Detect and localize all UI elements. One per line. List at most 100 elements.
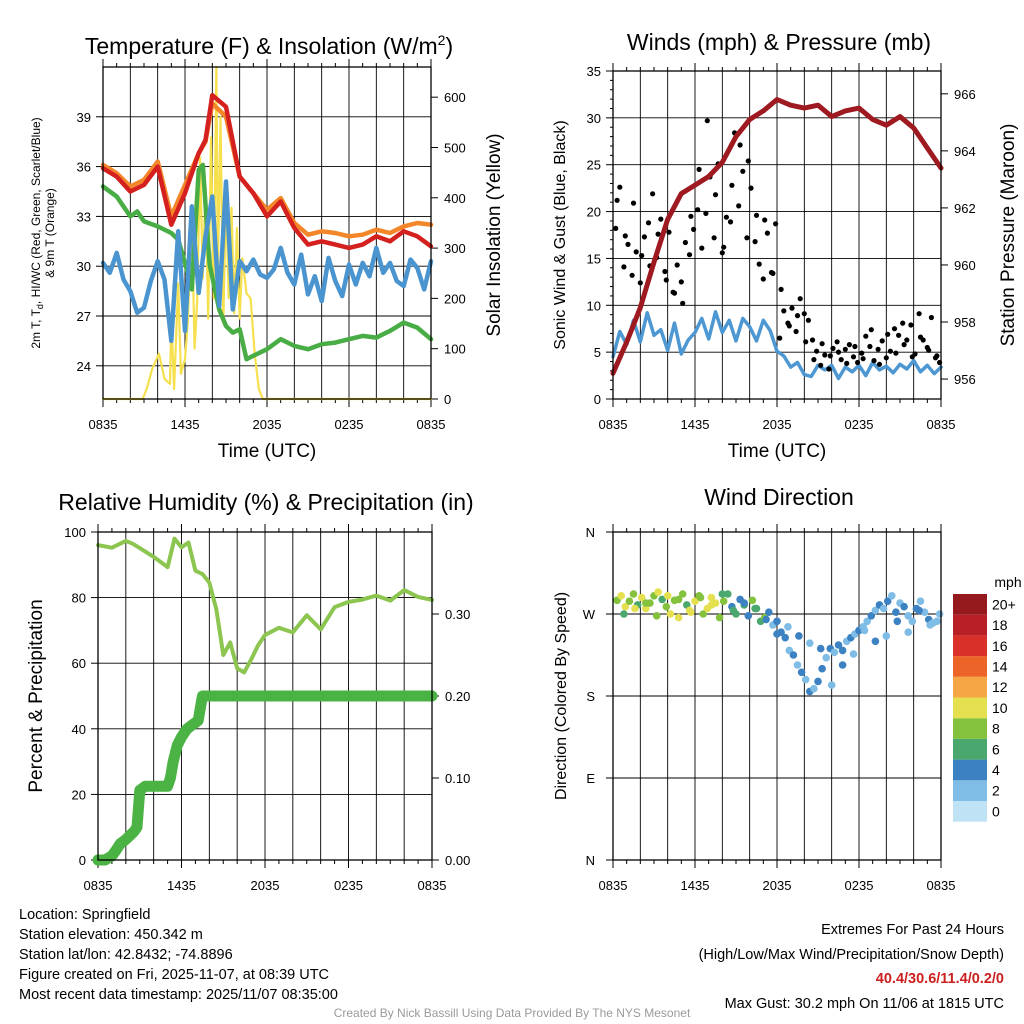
gust-point bbox=[641, 234, 648, 240]
y-tick-label-right: 0.10 bbox=[445, 771, 470, 786]
direction-point bbox=[663, 592, 672, 600]
y-tick-label-left: W bbox=[583, 607, 596, 622]
gust-point bbox=[764, 230, 771, 236]
y-tick-label-right: 956 bbox=[954, 372, 976, 387]
direction-point bbox=[879, 604, 888, 613]
gust-point bbox=[900, 320, 906, 326]
direction-point bbox=[642, 604, 650, 613]
direction-point bbox=[748, 596, 757, 605]
station-info: Location: Springfield Station elevation:… bbox=[19, 905, 338, 1005]
direction-point bbox=[654, 588, 662, 596]
direction-point bbox=[849, 650, 858, 658]
plot-frame bbox=[612, 70, 942, 400]
x-tick-label: 2035 bbox=[251, 878, 280, 893]
direction-point bbox=[926, 621, 934, 629]
y-tick-label-right: 0.30 bbox=[445, 607, 470, 622]
title-superscript: 2 bbox=[438, 32, 446, 48]
extremes-title: Extremes For Past 24 Hours bbox=[821, 922, 1004, 938]
ylabel-line2: & 9m T (Orange) bbox=[43, 188, 57, 278]
gust-point bbox=[691, 226, 697, 232]
y-tick-label-left: 40 bbox=[72, 722, 86, 737]
legend-label: 12 bbox=[992, 679, 1008, 695]
gust-point bbox=[696, 166, 702, 172]
y-tick-label-left: S bbox=[586, 689, 595, 704]
legend-label: 20+ bbox=[992, 596, 1016, 612]
direction-point bbox=[620, 610, 628, 618]
direction-point bbox=[707, 601, 716, 609]
gust-point bbox=[745, 158, 751, 164]
rh-line bbox=[96, 536, 434, 675]
precip-line bbox=[92, 690, 438, 866]
gust-point bbox=[883, 355, 889, 361]
gust-point bbox=[826, 366, 832, 372]
gust-point bbox=[830, 345, 836, 351]
gust-point bbox=[867, 343, 873, 350]
gust-point bbox=[680, 300, 686, 306]
direction-point bbox=[685, 606, 694, 615]
gust-point bbox=[723, 214, 730, 220]
direction-point bbox=[789, 651, 798, 659]
gust-point bbox=[855, 359, 861, 366]
gust-point bbox=[863, 333, 869, 339]
extremes-legend: (High/Low/Max Wind/Precipitation/Snow De… bbox=[698, 946, 1004, 963]
legend-swatch bbox=[953, 738, 987, 760]
gust-point bbox=[811, 357, 817, 363]
gust-point bbox=[797, 296, 803, 302]
direction-point bbox=[637, 593, 646, 602]
direction-point bbox=[674, 595, 683, 604]
direction-point bbox=[818, 664, 826, 673]
ylabel-part: , HI/WC (Red, Green, Scarlet/Blue) bbox=[29, 117, 43, 304]
gust-point bbox=[917, 334, 924, 340]
y-tick-label-right: 100 bbox=[444, 342, 466, 357]
y-tick-label-left: 20 bbox=[72, 787, 86, 802]
legend-label: 8 bbox=[992, 721, 1000, 737]
gust-point bbox=[760, 276, 766, 282]
y-tick-label-left: 39 bbox=[77, 110, 91, 125]
gust-point bbox=[744, 235, 750, 241]
gust-point bbox=[819, 341, 825, 347]
gust-point bbox=[875, 346, 881, 352]
gust-point bbox=[712, 192, 719, 198]
gust-point bbox=[748, 185, 754, 191]
direction-point bbox=[719, 597, 728, 605]
direction-point bbox=[834, 641, 843, 649]
gust-point bbox=[860, 356, 866, 362]
direction-point bbox=[751, 604, 759, 613]
chart-title: Temperature (F) & Insolation (W/m2) bbox=[85, 32, 453, 59]
direction-point bbox=[883, 597, 892, 605]
direction-point bbox=[629, 590, 638, 598]
plot-frame bbox=[612, 531, 942, 861]
legend-label: 0 bbox=[992, 803, 1000, 819]
direction-point bbox=[718, 590, 727, 598]
gust-point bbox=[777, 335, 783, 341]
gust-point bbox=[756, 261, 762, 267]
winds-chart: Winds (mph) & Pressure (mb)0835 1435 2035 0… bbox=[552, 29, 1019, 462]
gust-point bbox=[737, 142, 743, 148]
gust-point bbox=[887, 348, 894, 354]
gust-point bbox=[753, 212, 760, 218]
plot-frame bbox=[102, 66, 432, 400]
direction-point bbox=[816, 644, 825, 653]
direction-point bbox=[762, 615, 770, 624]
gust-point bbox=[682, 239, 689, 246]
recent-data-text: Most recent data timestamp: 2025/11/07 0… bbox=[19, 987, 338, 1003]
direction-point bbox=[795, 632, 803, 640]
gust-point bbox=[614, 197, 620, 203]
max-gust-text: Max Gust: 30.2 mph On 11/06 at 1815 UTC bbox=[724, 995, 1004, 1012]
direction-point bbox=[658, 595, 666, 604]
gust-point bbox=[879, 338, 885, 344]
direction-point bbox=[860, 626, 869, 635]
gust-point bbox=[818, 362, 824, 368]
gust-point bbox=[909, 354, 915, 360]
x-tick-label: 0235 bbox=[335, 417, 364, 432]
y-tick-label-right: 600 bbox=[444, 90, 466, 105]
direction-point bbox=[696, 593, 705, 602]
gust-point bbox=[770, 270, 776, 276]
x-tick-label: 0835 bbox=[927, 878, 956, 893]
insolation-line bbox=[101, 65, 433, 401]
direction-point bbox=[904, 612, 912, 620]
legend-label: 14 bbox=[992, 658, 1008, 674]
gust-point bbox=[686, 252, 693, 258]
direction-point bbox=[699, 610, 707, 618]
